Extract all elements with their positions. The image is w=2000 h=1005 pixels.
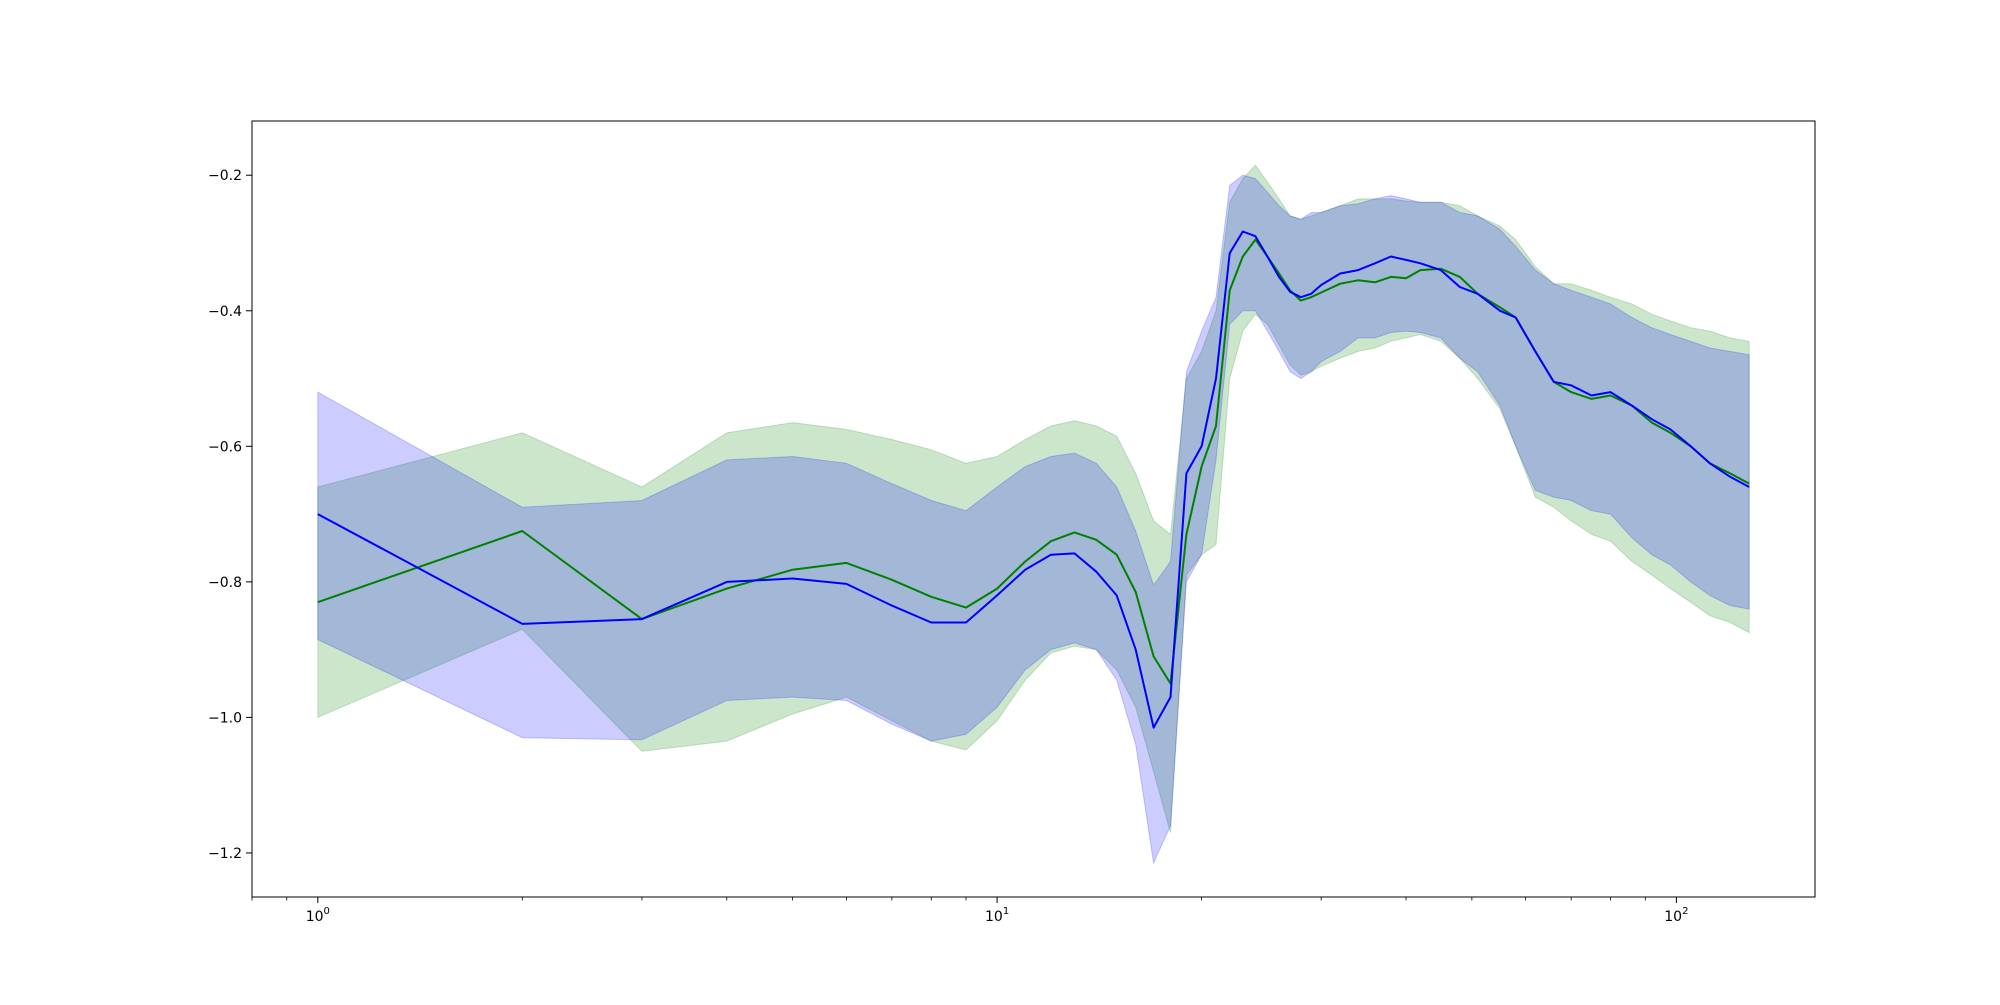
- series-1-band: [317, 174, 1750, 865]
- plot-area-frame: [251, 120, 1816, 898]
- x-tick-label: 101: [985, 906, 1009, 925]
- x-tick-label-exponent: 0: [324, 906, 330, 917]
- y-tick-label: −1.0: [208, 710, 242, 726]
- y-tick-label: −0.2: [208, 168, 242, 184]
- y-axis-ticks: −0.2 −0.4 −0.6 −0.8 −1.0 −1.2: [208, 168, 252, 862]
- series-lines: [317, 230, 1750, 729]
- confidence-bands: [317, 164, 1750, 865]
- x-tick-label-base: 10: [306, 909, 324, 925]
- y-tick-label: −0.4: [208, 304, 242, 320]
- x-axis-ticks: 100 101 102: [251, 897, 1688, 925]
- series-0-band: [317, 164, 1750, 833]
- x-tick-label: 100: [306, 906, 330, 925]
- y-tick-label: −1.2: [208, 846, 242, 862]
- y-tick-label: −0.8: [208, 575, 242, 591]
- x-tick-label-base: 10: [985, 909, 1003, 925]
- x-tick-label-exponent: 1: [1003, 906, 1009, 917]
- x-tick-label: 102: [1664, 906, 1688, 925]
- x-tick-label-base: 10: [1664, 909, 1682, 925]
- series-1-line: [317, 230, 1750, 729]
- x-tick-label-exponent: 2: [1682, 906, 1688, 917]
- y-tick-label: −0.6: [208, 439, 242, 455]
